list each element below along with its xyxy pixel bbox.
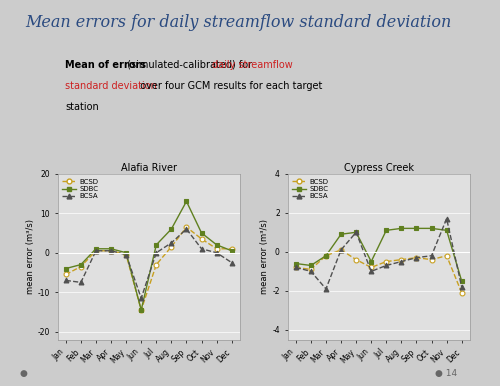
Y-axis label: mean error (m³/s): mean error (m³/s) [260, 219, 270, 294]
Text: station: station [65, 102, 99, 112]
Title: Alafia River: Alafia River [121, 163, 177, 173]
Text: (simulated-calibrated) for: (simulated-calibrated) for [124, 60, 256, 70]
Text: ● 14: ● 14 [435, 369, 457, 378]
Text: Mean of errors: Mean of errors [65, 60, 146, 70]
Legend: BCSD, SDBC, BCSA: BCSD, SDBC, BCSA [291, 177, 330, 201]
Legend: BCSD, SDBC, BCSA: BCSD, SDBC, BCSA [61, 177, 100, 201]
Text: standard deviation: standard deviation [65, 81, 157, 91]
Text: Mean errors for daily streamflow standard deviation: Mean errors for daily streamflow standar… [25, 14, 451, 30]
Title: Cypress Creek: Cypress Creek [344, 163, 414, 173]
Text: ●: ● [20, 369, 28, 378]
Y-axis label: mean error (m³/s): mean error (m³/s) [26, 219, 35, 294]
Text: daily streamflow: daily streamflow [212, 60, 292, 70]
Text: over four GCM results for each target: over four GCM results for each target [134, 81, 322, 91]
